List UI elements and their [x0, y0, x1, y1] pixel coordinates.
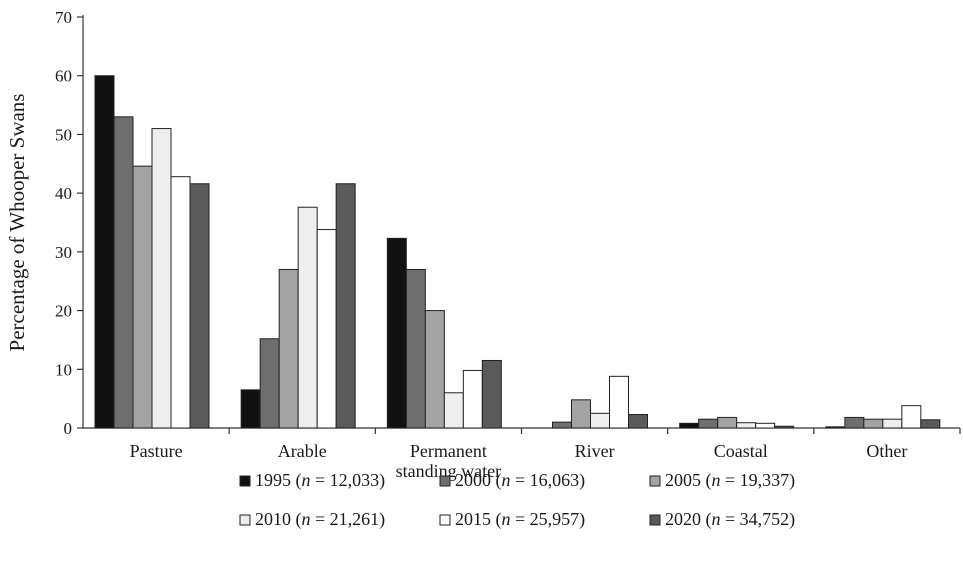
bar-1995-4	[679, 422, 700, 429]
bar-2015-3	[609, 375, 629, 429]
bar-2000-1	[259, 338, 280, 429]
y-tick-label: 50	[55, 125, 72, 144]
legend-entry-2000: 2000 (n = 16,063)	[455, 470, 585, 491]
bar-2015-0	[170, 176, 191, 429]
bar-2020-5	[920, 419, 941, 429]
bar-2000-0	[113, 116, 134, 429]
category-label: Arable	[278, 441, 327, 461]
bar-2000-4	[698, 418, 719, 429]
bar-2005-4	[717, 416, 738, 429]
category-label: River	[575, 441, 615, 461]
bar-2005-3	[571, 399, 591, 429]
legend-swatch-2015	[439, 514, 451, 526]
bar-2020-3	[628, 413, 648, 429]
y-tick-label: 40	[55, 184, 72, 203]
legend-entry-1995: 1995 (n = 12,033)	[255, 470, 385, 491]
category-label: Other	[866, 441, 907, 461]
bar-2010-0	[151, 128, 172, 429]
category-label: Pasture	[130, 441, 183, 461]
bar-2010-5	[882, 418, 903, 429]
bar-2015-5	[901, 405, 922, 429]
bar-2015-1	[316, 229, 337, 429]
bar-2000-3	[552, 421, 572, 429]
legend-swatch-2020	[649, 514, 661, 526]
bar-1995-5	[825, 426, 846, 429]
category-label: Permanent	[410, 441, 487, 461]
y-tick-label: 30	[55, 243, 72, 262]
bar-2005-0	[132, 165, 153, 429]
bar-1995-0	[94, 75, 115, 429]
bar-2015-2	[462, 369, 483, 429]
legend-swatch-2010	[239, 514, 251, 526]
legend-swatch-2000	[439, 475, 451, 487]
legend-entry-2005: 2005 (n = 19,337)	[665, 470, 795, 491]
category-label: Coastal	[714, 441, 768, 461]
category-label: standing water	[396, 461, 501, 481]
legend: 1995 (n = 12,033) 2000 (n = 16,063) 2005 (…	[239, 470, 795, 530]
bar-2005-1	[278, 268, 299, 429]
plot-area: 0 10 20 30 40 50 60 70 Percentage of Whooper Swa…	[5, 8, 961, 481]
legend-entry-2020: 2020 (n = 34,752)	[665, 509, 795, 530]
bar-2020-0	[189, 183, 210, 429]
bar-2020-2	[481, 359, 502, 429]
bar-2005-2	[424, 310, 445, 429]
bar-2015-4	[755, 422, 776, 429]
y-tick-label: 60	[55, 67, 72, 86]
bar-2010-2	[443, 392, 464, 429]
bar-2020-4	[774, 425, 795, 429]
y-axis-label: Percentage of Whooper Swans	[5, 94, 29, 352]
bar-2000-5	[844, 416, 865, 429]
bar-2020-1	[335, 183, 356, 429]
y-tick-label: 0	[64, 419, 73, 438]
y-tick-label: 20	[55, 302, 72, 321]
bar-1995-2	[386, 237, 407, 429]
legend-swatch-1995	[239, 475, 251, 487]
bar-2010-1	[297, 206, 318, 429]
bar-2000-2	[405, 268, 426, 429]
legend-entry-2015: 2015 (n = 25,957)	[455, 509, 585, 530]
bar-2005-5	[863, 418, 884, 429]
legend-entry-2010: 2010 (n = 21,261)	[255, 509, 385, 530]
bar-1995-1	[240, 389, 261, 429]
bar-2010-3	[590, 412, 610, 429]
y-tick-label: 10	[55, 360, 72, 379]
y-tick-label: 70	[55, 8, 72, 27]
legend-swatch-2005	[649, 475, 661, 487]
bar-2010-4	[736, 422, 757, 429]
